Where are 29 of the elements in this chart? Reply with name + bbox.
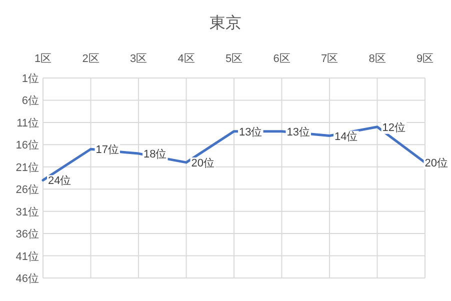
x-tick-label: 6区 [273, 53, 290, 65]
data-label: 17位 [96, 144, 119, 156]
data-label: 13位 [239, 126, 262, 138]
chart-title: 東京 [210, 14, 242, 32]
y-tick-label: 41位 [16, 250, 39, 263]
y-tick-label: 36位 [16, 228, 39, 241]
x-tick-label: 2区 [82, 53, 100, 65]
y-tick-label: 26位 [16, 184, 39, 196]
data-label: 18位 [144, 148, 167, 161]
y-tick-label: 31位 [16, 206, 39, 218]
data-label: 12位 [382, 122, 406, 134]
data-label: 20位 [191, 157, 214, 170]
y-tick-label: 1位 [22, 73, 39, 85]
y-tick-label: 11位 [16, 117, 39, 130]
x-tick-label: 9区 [416, 53, 434, 65]
data-label: 14位 [334, 130, 358, 143]
y-tick-label: 6位 [22, 95, 39, 108]
x-tick-label: 8区 [368, 53, 386, 65]
data-label: 13位 [286, 126, 310, 138]
x-tick-label: 1区 [34, 53, 52, 65]
x-tick-label: 3区 [130, 53, 148, 65]
x-tick-label: 5区 [225, 53, 243, 65]
x-tick-label: 7区 [320, 53, 338, 65]
x-tick-label: 4区 [178, 53, 195, 65]
data-label: 24位 [48, 175, 72, 188]
y-tick-label: 21位 [16, 162, 39, 174]
y-tick-label: 46位 [16, 273, 39, 285]
data-label: 20位 [424, 157, 448, 170]
y-tick-label: 16位 [16, 140, 39, 152]
